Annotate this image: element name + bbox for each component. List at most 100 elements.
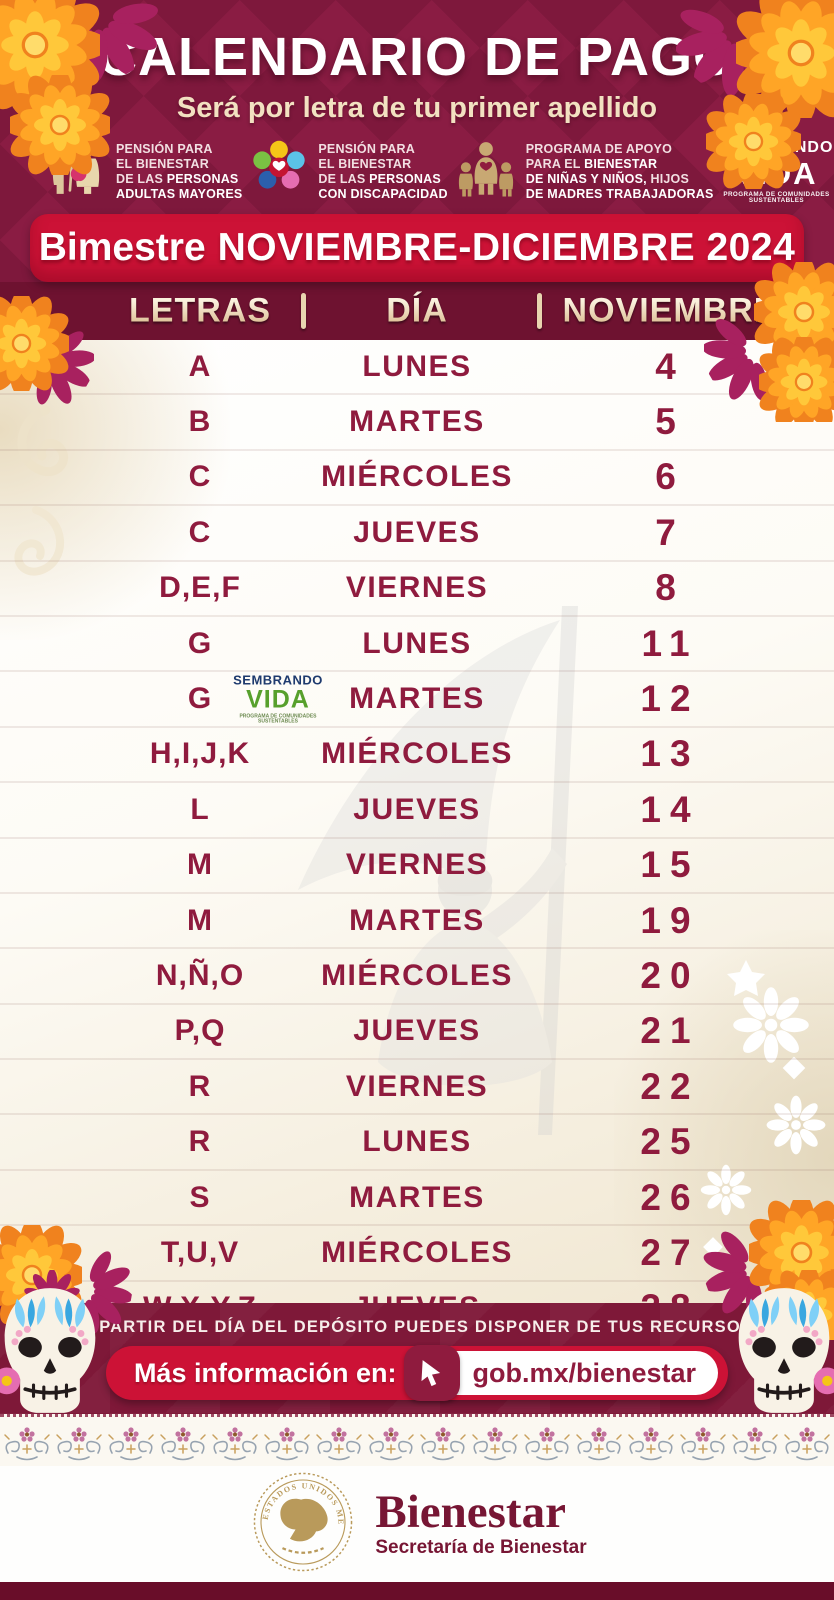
disability-flower-icon <box>248 139 310 206</box>
row-day: MIÉRCOLES <box>321 737 513 771</box>
table-row: L JUEVES 14 <box>0 783 834 839</box>
row-letters: P,Q <box>174 1014 226 1048</box>
table-row: D,E,F VIERNES 8 <box>0 562 834 617</box>
row-letters: R <box>188 1069 212 1103</box>
row-letters: R <box>188 1125 212 1159</box>
row-date: 12 <box>640 678 700 720</box>
table-row: R LUNES 25 <box>0 1115 834 1171</box>
row-day: MARTES <box>349 903 485 937</box>
row-day: MIÉRCOLES <box>321 1235 513 1269</box>
row-date: 8 <box>655 567 685 609</box>
row-day: LUNES <box>362 1125 472 1159</box>
table-row: G LUNES 11 <box>0 617 834 673</box>
table-row: N,Ñ,O MIÉRCOLES 20 <box>0 949 834 1005</box>
column-dia: DÍA <box>0 292 834 331</box>
row-letters: B <box>188 405 212 439</box>
program-label: PENSIÓN PARA EL BIENESTAR DE LAS PERSONAS C… <box>318 142 448 201</box>
row-letters: G <box>187 626 213 660</box>
row-letters: H,I,J,K <box>149 737 251 771</box>
row-day: MARTES <box>349 682 485 716</box>
program-pension-adultos-mayores: PENSIÓN PARA EL BIENESTAR DE LAS PERSONAS A… <box>46 139 242 206</box>
program-label: PROGRAMA DE APOYO PARA EL BIENESTAR DE NIÑ… <box>525 142 714 201</box>
info-label: Más información en: <box>133 1357 397 1388</box>
row-date: 5 <box>655 401 685 443</box>
embroidery-unit-icon <box>472 1427 518 1461</box>
embroidery-unit-icon <box>108 1427 154 1461</box>
program-pension-discapacidad: PENSIÓN PARA EL BIENESTAR DE LAS PERSONAS C… <box>248 139 448 206</box>
table-row: B MARTES 5 <box>0 395 834 451</box>
embroidery-unit-icon <box>316 1427 362 1461</box>
row-day: JUEVES <box>353 515 481 549</box>
embroidery-unit-icon <box>264 1427 310 1461</box>
url-text: gob.mx/bienestar <box>472 1357 697 1388</box>
row-date: 20 <box>640 954 700 996</box>
row-letters: G <box>187 682 213 716</box>
table-row: M VIERNES 15 <box>0 839 834 894</box>
table-body: A LUNES 4 B MARTES 5 C MIÉRCOLES 6 C JUE… <box>0 340 834 1303</box>
watermark-figure-icon <box>298 606 578 1135</box>
footer: ESTADOS UNIDOS MEXICANOS Bienestar Secre… <box>0 1459 834 1582</box>
bottom-bar <box>0 1582 834 1600</box>
column-separator <box>537 293 542 329</box>
row-date: 14 <box>640 788 700 830</box>
brand-wordmark: Bienestar <box>375 1486 566 1538</box>
row-day: JUEVES <box>0 1291 834 1303</box>
program-madres-trabajadoras: PROGRAMA DE APOYO PARA EL BIENESTAR DE NIÑ… <box>454 138 714 207</box>
row-letters: T,U,V <box>160 1235 240 1269</box>
row-day: MARTES <box>349 405 485 439</box>
table-row: S MARTES 26 <box>0 1171 834 1227</box>
embroidery-border <box>0 1414 834 1472</box>
table-body-wrap: A LUNES 4 B MARTES 5 C MIÉRCOLES 6 C JUE… <box>0 340 834 1303</box>
program-label: PENSIÓN PARA EL BIENESTAR DE LAS PERSONAS A… <box>116 142 243 201</box>
program-logos-row: PENSIÓN PARA EL BIENESTAR DE LAS PERSONAS A… <box>46 134 832 210</box>
page-subtitle: Será por letra de tu primer apellido <box>176 92 658 124</box>
url-pill[interactable]: gob.mx/bienestar <box>404 1345 719 1401</box>
embroidery-unit-icon <box>784 1427 830 1461</box>
table-row: C MIÉRCOLES 6 <box>0 451 834 507</box>
row-letters: W,X,Y,Z <box>30 1291 370 1303</box>
table-row: T,U,V MIÉRCOLES 27 <box>0 1226 834 1282</box>
info-pill: Más información en: gob.mx/bienestar <box>105 1345 729 1401</box>
banner-prefix: Bimestre <box>38 226 206 269</box>
row-day: VIERNES <box>345 571 489 605</box>
row-date: 11 <box>641 622 699 664</box>
embroidery-unit-icon <box>368 1427 414 1461</box>
row-letters: D,E,F <box>159 571 241 605</box>
bimester-banner: Bimestre NOVIEMBRE-DICIEMBRE 2024 <box>30 214 804 282</box>
row-letters: C <box>188 460 212 494</box>
row-letters: N,Ñ,O <box>155 958 245 992</box>
row-day: VIERNES <box>345 1069 489 1103</box>
row-day: JUEVES <box>353 792 481 826</box>
column-letras: LETRAS <box>30 292 370 331</box>
row-day: LUNES <box>362 349 472 383</box>
row-day: LUNES <box>362 626 472 660</box>
sembrando-vida-logo: SEMBRANDO VIDA PROGRAMA DE COMUNIDADES S… <box>719 138 834 205</box>
row-date: 26 <box>640 1176 700 1218</box>
row-day: MIÉRCOLES <box>321 460 513 494</box>
row-letters: M <box>187 848 213 882</box>
embroidery-unit-icon <box>4 1427 50 1461</box>
row-letters: A <box>188 349 212 383</box>
embroidery-unit-icon <box>420 1427 466 1461</box>
mother-children-icon <box>454 138 518 207</box>
column-separator <box>301 293 306 329</box>
sembrando-vida-line2: VIDA <box>735 155 818 191</box>
row-letters: C <box>188 515 212 549</box>
row-letters: S <box>189 1180 211 1214</box>
elderly-couple-icon <box>46 139 108 206</box>
banner-period: NOVIEMBRE-DICIEMBRE 2024 <box>217 226 796 269</box>
sembrando-vida-line1: SEMBRANDO <box>719 138 834 156</box>
row-date: 28 <box>540 1287 800 1303</box>
row-date: 21 <box>640 1010 700 1052</box>
embroidery-unit-icon <box>576 1427 622 1461</box>
row-date: 13 <box>640 733 700 775</box>
cursor-icon <box>404 1345 461 1401</box>
table-row: G MARTES 12 SEMBRANDO VIDA PROGRAMA DE C… <box>0 672 834 728</box>
table-row: R VIERNES 22 <box>0 1060 834 1116</box>
table-row: H,I,J,K MIÉRCOLES 13 <box>0 728 834 784</box>
row-day: MARTES <box>349 1180 485 1214</box>
table-row: M MARTES 19 <box>0 894 834 950</box>
row-letters: L <box>190 792 210 826</box>
table-row: P,Q JUEVES 21 <box>0 1005 834 1061</box>
row-date: 7 <box>655 511 685 553</box>
